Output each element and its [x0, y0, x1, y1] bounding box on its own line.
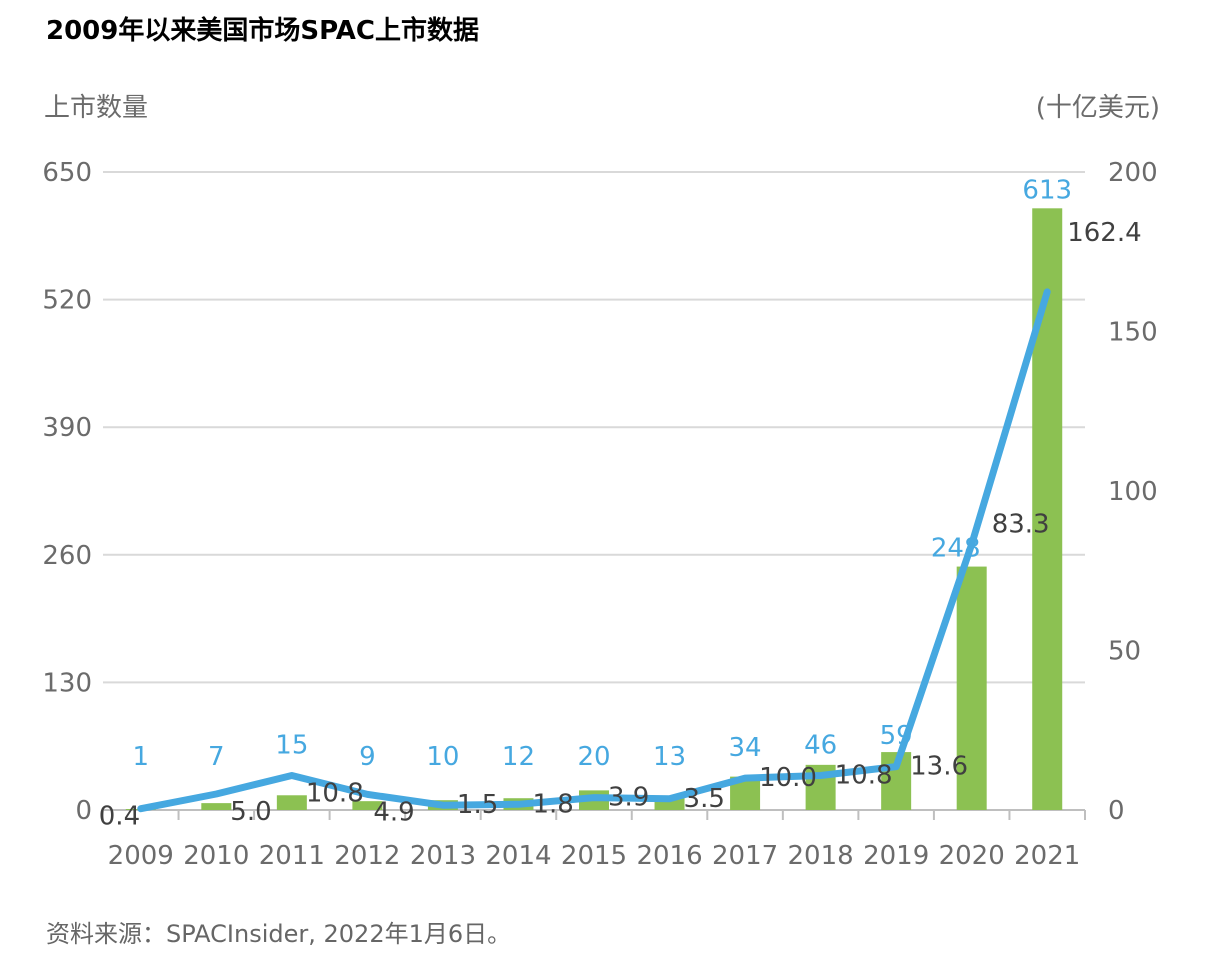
count-label: 7: [208, 742, 225, 772]
left-axis-title: 上市数量: [44, 93, 148, 123]
left-tick-label: 130: [42, 668, 92, 698]
right-tick-label: 200: [1108, 158, 1158, 188]
bar: [1032, 208, 1063, 811]
count-label: 15: [275, 731, 308, 761]
count-label: 12: [502, 742, 535, 772]
source-note: 资料来源：SPACInsider, 2022年1月6日。: [46, 920, 512, 948]
right-axis-title: (十亿美元): [1036, 93, 1160, 123]
amount-label: 1.5: [457, 790, 498, 820]
x-tick-label: 2009: [108, 841, 174, 871]
count-label: 248: [931, 534, 981, 564]
x-tick-label: 2010: [183, 841, 249, 871]
amount-label: 4.9: [373, 797, 414, 827]
amount-label: 0.4: [99, 802, 140, 832]
x-tick-label: 2012: [334, 841, 400, 871]
left-tick-label: 260: [42, 541, 92, 571]
amount-label: 13.6: [910, 752, 968, 782]
x-tick-label: 2019: [863, 841, 929, 871]
amount-label: 162.4: [1067, 218, 1141, 248]
left-tick-label: 390: [42, 413, 92, 443]
count-label: 613: [1022, 175, 1072, 205]
amount-line: [137, 288, 1051, 813]
left-tick-label: 520: [42, 286, 92, 316]
x-tick-label: 2017: [712, 841, 778, 871]
x-tick-label: 2015: [561, 841, 627, 871]
left-tick-label: 650: [42, 158, 92, 188]
count-label: 34: [729, 733, 762, 763]
right-tick-label: 0: [1108, 796, 1125, 826]
right-tick-label: 150: [1108, 318, 1158, 348]
count-label: 9: [359, 742, 376, 772]
count-label: 13: [653, 742, 686, 772]
x-tick-label: 2014: [485, 841, 551, 871]
chart-title: 2009年以来美国市场SPAC上市数据: [46, 16, 479, 46]
count-label: 20: [577, 742, 610, 772]
x-tick-label: 2013: [410, 841, 476, 871]
amount-label: 10.8: [306, 779, 364, 809]
amount-label: 1.8: [532, 789, 573, 819]
count-label: 10: [426, 742, 459, 772]
x-tick-label: 2020: [939, 841, 1005, 871]
count-label: 59: [880, 721, 913, 751]
bar: [956, 566, 987, 810]
x-tick-label: 2018: [788, 841, 854, 871]
amount-label: 83.3: [992, 509, 1050, 539]
amount-label: 3.5: [684, 784, 725, 814]
right-tick-label: 100: [1108, 477, 1158, 507]
amount-label: 10.0: [759, 763, 817, 793]
x-tick-label: 2021: [1014, 841, 1080, 871]
count-label: 46: [804, 731, 837, 761]
count-label: 1: [132, 742, 149, 772]
x-tick-label: 2011: [259, 841, 325, 871]
bar: [201, 803, 232, 810]
amount-label: 5.0: [230, 797, 271, 827]
bar: [352, 801, 383, 810]
x-tick-label: 2016: [636, 841, 702, 871]
right-tick-label: 50: [1108, 637, 1141, 667]
amount-label: 3.9: [608, 783, 649, 813]
bar: [276, 795, 307, 810]
amount-label: 10.8: [835, 761, 893, 791]
left-tick-label: 0: [75, 796, 92, 826]
